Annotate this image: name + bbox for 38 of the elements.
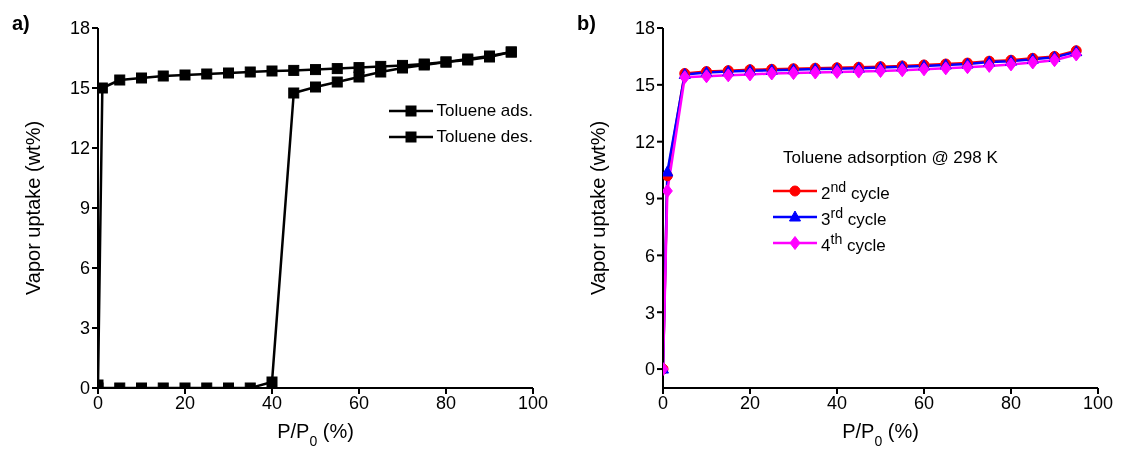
x-tick-label: 20: [174, 392, 196, 413]
x-tick-label: 40: [826, 392, 848, 413]
x-tick-label: 60: [913, 392, 935, 413]
y-tick-label: 18: [69, 18, 90, 39]
x-tick-label: 60: [348, 392, 370, 413]
chart-title: a): [12, 12, 30, 35]
y-axis-title: Vapor uptake (wt%): [22, 120, 44, 296]
y-tick-label: 9: [79, 198, 90, 219]
x-tick-label: 100: [1082, 392, 1114, 413]
x-axis-title: P/P$_{0}$ (%): [277, 420, 354, 449]
x-tick-label: 0: [92, 392, 104, 413]
y-tick-label: 18: [634, 18, 655, 39]
y-tick-label: 0: [79, 378, 90, 399]
y-tick-label: 0: [644, 359, 655, 380]
annotation: Toluene adsorption @ 298 K: [783, 148, 998, 168]
y-tick-label: 15: [634, 75, 655, 96]
y-tick-label: 6: [644, 245, 655, 266]
y-tick-label: 15: [69, 78, 90, 99]
y-tick-label: 6: [79, 258, 90, 279]
legend-label: Toluene ads.: [436, 101, 533, 121]
y-tick-label: 12: [634, 132, 655, 153]
legend-label: 3$^{rd}$ cycle: [821, 204, 887, 230]
y-tick-label: 9: [644, 188, 655, 209]
y-axis-title: Vapor uptake (wt%): [587, 120, 609, 296]
x-tick-label: 80: [435, 392, 457, 413]
x-axis-title: P/P$_{0}$ (%): [842, 420, 919, 449]
x-tick-label: 0: [657, 392, 669, 413]
y-tick-label: 3: [79, 318, 90, 339]
y-tick-label: 12: [69, 138, 90, 159]
x-tick-label: 20: [739, 392, 761, 413]
chart-title: b): [577, 12, 596, 35]
legend-label: 2$^{nd}$ cycle: [821, 178, 890, 204]
x-tick-label: 80: [1000, 392, 1022, 413]
x-tick-label: 40: [261, 392, 283, 413]
legend-label: Toluene des.: [436, 127, 533, 147]
legend-label: 4$^{th}$ cycle: [821, 230, 886, 256]
x-tick-label: 100: [517, 392, 549, 413]
y-tick-label: 3: [644, 302, 655, 323]
